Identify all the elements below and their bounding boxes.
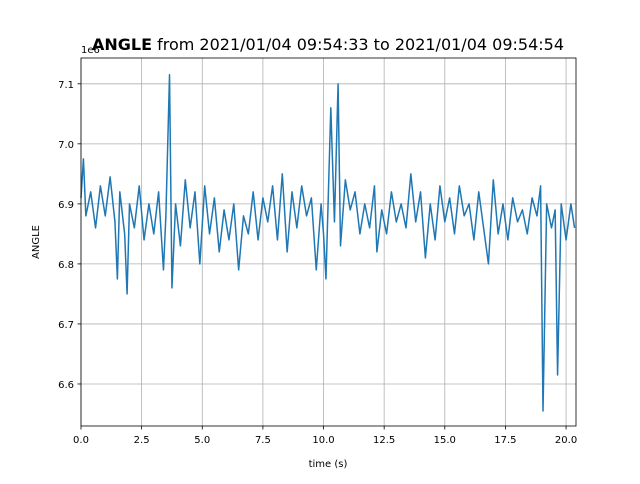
y-tick-label: 6.8 xyxy=(58,260,74,271)
title-bold: ANGLE xyxy=(92,35,152,54)
x-axis-label: time (s) xyxy=(309,459,348,470)
x-tick-label: 7.5 xyxy=(255,435,271,446)
x-tick-label: 17.5 xyxy=(494,435,516,446)
data-line xyxy=(80,74,576,412)
y-tick-label: 7.1 xyxy=(58,80,74,91)
plot-frame xyxy=(80,57,577,427)
x-tick-label: 12.5 xyxy=(373,435,395,446)
title-text: from 2021/01/04 09:54:33 to 2021/01/04 0… xyxy=(157,35,564,54)
x-tick-label: 2.5 xyxy=(134,435,150,446)
y-tick-label: 6.7 xyxy=(58,320,74,331)
x-tick-label: 15.0 xyxy=(434,435,456,446)
x-tick-label: 5.0 xyxy=(194,435,210,446)
offset-label: 1e6 xyxy=(81,45,100,56)
x-tick-label: 10.0 xyxy=(312,435,334,446)
chart-title: ANGLE from 2021/01/04 09:54:33 to 2021/0… xyxy=(92,35,564,54)
x-tick-label: 20.0 xyxy=(555,435,577,446)
y-tick-label: 6.6 xyxy=(58,380,74,391)
y-tick-label: 6.9 xyxy=(58,200,74,211)
y-axis-label: ANGLE xyxy=(31,225,42,259)
x-tick-label: 0.0 xyxy=(73,435,89,446)
y-tick-label: 7.0 xyxy=(58,140,74,151)
